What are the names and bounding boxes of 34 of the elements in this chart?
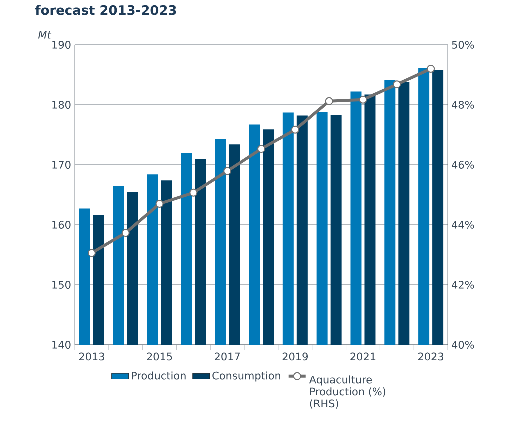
point [393, 80, 402, 89]
point [359, 96, 368, 104]
y2-tick-label: 46% [452, 161, 474, 169]
y-tick-label: 190 [52, 41, 71, 49]
point [427, 64, 436, 73]
legend-label: Aquaculture Production (%) (RHS) [309, 376, 386, 409]
x-tick-label: 2021 [350, 352, 376, 361]
y2-tick-label: 50% [452, 41, 474, 49]
x-tick-label: 2019 [282, 352, 308, 361]
point [325, 97, 334, 106]
x-tick-label: 2023 [418, 352, 444, 361]
y-tick-label: 150 [52, 281, 71, 289]
y2-tick-label: 44% [452, 221, 474, 229]
y2-tick-label: 40% [452, 341, 474, 349]
x-tick-label: 2017 [215, 352, 240, 361]
chart-title: forecast 2013-2023 [35, 5, 176, 16]
legend-label: Consumption [212, 372, 280, 382]
y2-tick-label: 48% [452, 101, 474, 109]
point [291, 126, 300, 134]
point [190, 188, 198, 197]
point [122, 229, 130, 238]
y-tick-label: 180 [52, 101, 71, 109]
y-tick-label: 140 [52, 341, 71, 349]
point [88, 249, 96, 258]
y-tick-label: 160 [52, 221, 71, 229]
x-tick-label: 2015 [147, 352, 172, 361]
y2-tick-label: 42% [452, 281, 474, 289]
point [156, 200, 164, 208]
y-axis-title: Mt [38, 31, 52, 39]
point [258, 145, 266, 154]
x-tick-label: 2013 [79, 352, 104, 361]
point [224, 167, 232, 176]
y-tick-label: 170 [52, 161, 71, 169]
legend-label: Production [132, 372, 186, 380]
